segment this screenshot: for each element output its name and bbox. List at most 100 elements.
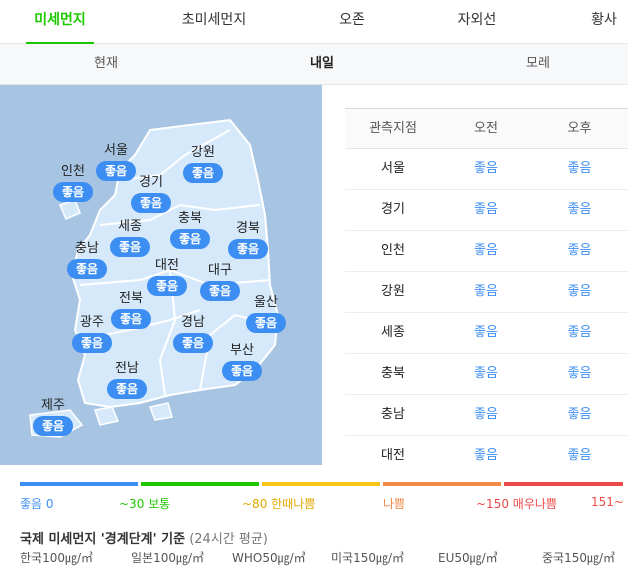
table-row: 충남 좋음 좋음 — [345, 395, 628, 436]
region-gyeongnam[interactable]: 경남 좋음 — [163, 315, 223, 353]
region-name: 부산 — [230, 343, 254, 358]
region-busan[interactable]: 부산 좋음 — [212, 343, 272, 381]
cell-location: 충북 — [381, 366, 405, 381]
tab-ozone[interactable]: 오존 — [339, 12, 365, 28]
region-ulsan[interactable]: 울산 좋음 — [236, 295, 296, 333]
region-jeju[interactable]: 제주 좋음 — [23, 398, 83, 436]
region-name: 충남 — [75, 241, 99, 256]
cell-pm: 좋음 — [567, 448, 592, 463]
table-row: 충북 좋음 좋음 — [345, 354, 628, 395]
cell-am: 좋음 — [474, 448, 498, 463]
cell-location: 대전 — [381, 448, 405, 463]
status-badge: 좋음 — [200, 281, 240, 301]
region-gangwon[interactable]: 강원 좋음 — [173, 145, 233, 183]
region-jeonnam[interactable]: 전남 좋음 — [97, 361, 157, 399]
region-chungnam[interactable]: 충남 좋음 — [57, 241, 117, 279]
table-row: 세종 좋음 좋음 — [345, 313, 628, 354]
region-name: 서울 — [104, 143, 128, 158]
standard-item: EU50㎍/㎥ — [438, 551, 498, 565]
status-badge: 좋음 — [33, 416, 73, 436]
region-name: 충북 — [178, 211, 202, 226]
region-chungbuk[interactable]: 충북 좋음 — [160, 211, 220, 249]
cell-location: 강원 — [381, 284, 405, 299]
tab-ultrafine-dust[interactable]: 초미세먼지 — [181, 12, 247, 28]
header-pm: 오후 — [567, 121, 592, 136]
cell-location: 서울 — [381, 161, 405, 176]
south-islands — [148, 402, 173, 421]
status-badge: 좋음 — [147, 276, 187, 296]
status-badge: 좋음 — [111, 309, 151, 329]
region-name: 전남 — [115, 361, 139, 376]
region-jeonbuk[interactable]: 전북 좋음 — [101, 291, 161, 329]
region-name: 전북 — [119, 291, 143, 306]
tab-today[interactable]: 현재 — [94, 56, 118, 71]
table-header: 관측지점 오전 오후 — [345, 108, 628, 149]
cell-am: 좋음 — [474, 161, 498, 176]
observation-table: 관측지점 오전 오후 서울 좋음 좋음 경기 좋음 좋음 인천 좋음 좋음 강원… — [345, 108, 628, 465]
region-seoul[interactable]: 서울 좋음 — [86, 143, 146, 181]
province-border — [119, 129, 231, 181]
status-badge: 좋음 — [222, 361, 262, 381]
header-location: 관측지점 — [369, 121, 417, 136]
legend-bar-normal — [141, 482, 259, 486]
status-badge: 좋음 — [183, 163, 223, 183]
legend-sometimes-bad: ~80 한때나쁨 — [242, 497, 316, 511]
standard-title-text: 국제 미세먼지 '경계단계' 기준 — [20, 532, 186, 547]
standard-item: 중국150㎍/㎥ — [542, 551, 616, 565]
cell-am: 좋음 — [474, 202, 498, 217]
region-name: 대전 — [155, 258, 179, 273]
region-name: 울산 — [254, 295, 278, 310]
korea-map: 서울 좋음 강원 좋음 인천 좋음 경기 좋음 충북 좋음 세종 좋음 경북 좋… — [0, 85, 322, 465]
region-incheon[interactable]: 인천 좋음 — [43, 164, 103, 202]
legend-good: 좋음 0 — [20, 497, 54, 511]
table-row: 경기 좋음 좋음 — [345, 190, 628, 231]
day-tabs: 현재 내일 모레 — [0, 44, 628, 85]
cell-pm: 좋음 — [567, 407, 592, 422]
region-gyeongbuk[interactable]: 경북 좋음 — [218, 221, 278, 259]
legend-bar-bad — [383, 482, 501, 486]
cell-location: 세종 — [381, 325, 405, 340]
cell-pm: 좋음 — [567, 243, 592, 258]
tab-day-after[interactable]: 모레 — [526, 56, 550, 71]
standard-item: 일본100㎍/㎥ — [131, 551, 205, 565]
status-badge: 좋음 — [53, 182, 93, 202]
status-badge: 좋음 — [72, 333, 112, 353]
region-sejong[interactable]: 세종 좋음 — [100, 219, 160, 257]
standard-item: 미국150㎍/㎥ — [331, 551, 405, 565]
region-name: 세종 — [118, 219, 142, 234]
cell-am: 좋음 — [474, 284, 498, 299]
header-am: 오전 — [474, 121, 498, 136]
cell-pm: 좋음 — [567, 284, 592, 299]
region-name: 대구 — [208, 263, 232, 278]
tab-fine-dust[interactable]: 미세먼지 — [26, 0, 94, 44]
status-badge: 좋음 — [170, 229, 210, 249]
pollutant-tabs: 미세먼지 초미세먼지 오존 자외선 황사 — [0, 0, 628, 44]
table-row: 강원 좋음 좋음 — [345, 272, 628, 313]
status-badge: 좋음 — [173, 333, 213, 353]
cell-pm: 좋음 — [567, 202, 592, 217]
region-gyeonggi[interactable]: 경기 좋음 — [121, 175, 181, 213]
legend-bad: 나쁨 — [383, 497, 406, 511]
standard-item: WHO50㎍/㎥ — [232, 551, 306, 565]
tab-yellow-dust[interactable]: 황사 — [591, 12, 617, 28]
standard-title: 국제 미세먼지 '경계단계' 기준 (24시간 평균) — [20, 528, 268, 547]
region-daejeon[interactable]: 대전 좋음 — [137, 258, 197, 296]
region-name: 경기 — [139, 175, 163, 190]
status-badge: 좋음 — [96, 161, 136, 181]
table-row: 인천 좋음 좋음 — [345, 231, 628, 272]
province-border — [99, 203, 261, 226]
region-gwangju[interactable]: 광주 좋음 — [62, 315, 122, 353]
region-name: 광주 — [80, 315, 104, 330]
tab-tomorrow[interactable]: 내일 — [310, 56, 334, 71]
table-row: 대전 좋음 좋음 — [345, 436, 628, 465]
cell-am: 좋음 — [474, 325, 498, 340]
legend-bar-very-bad — [504, 482, 623, 486]
status-badge: 좋음 — [131, 193, 171, 213]
region-daegu[interactable]: 대구 좋음 — [190, 263, 250, 301]
cell-pm: 좋음 — [567, 366, 592, 381]
south-islands — [94, 406, 120, 426]
standard-note: (24시간 평균) — [189, 532, 268, 547]
tab-uv[interactable]: 자외선 — [457, 12, 497, 28]
region-name: 인천 — [61, 164, 85, 179]
standard-item: 한국100㎍/㎥ — [20, 551, 94, 565]
